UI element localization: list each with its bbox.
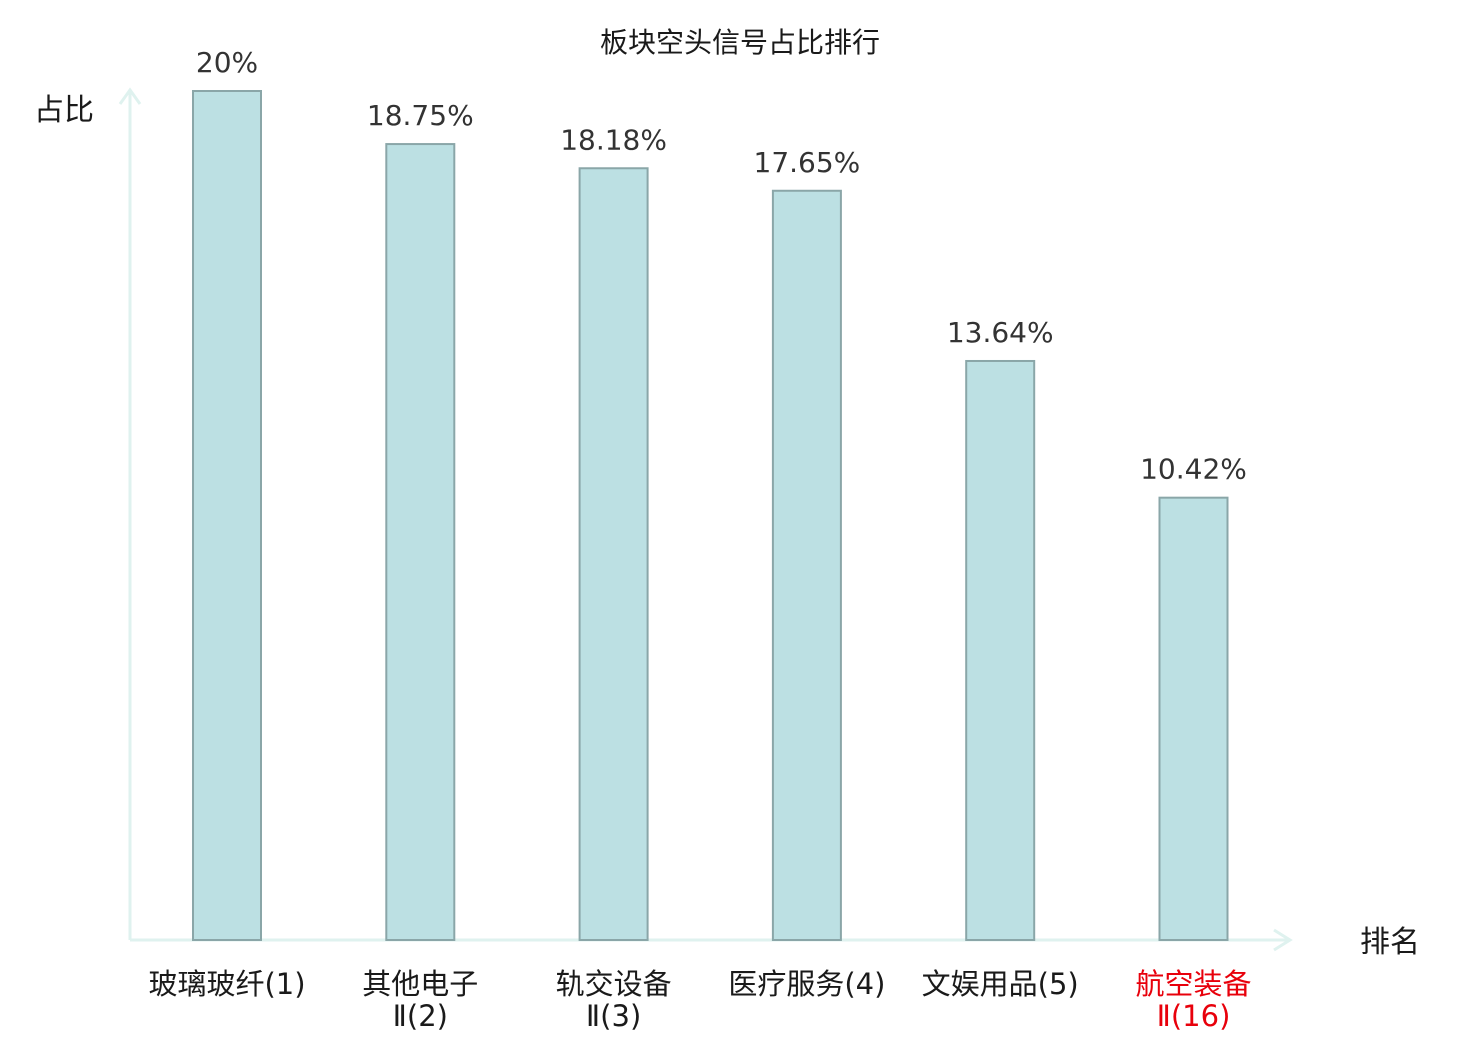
value-label-2: 18.75% (367, 99, 474, 132)
category-label-4: 医疗服务(4) (728, 967, 885, 1001)
category-label-3-line-2: Ⅱ(3) (586, 999, 641, 1033)
value-label-3: 18.18% (560, 123, 667, 156)
bar-1 (192, 90, 262, 941)
category-label-6-line-2: Ⅱ(16) (1157, 999, 1231, 1033)
bar-3 (578, 167, 649, 942)
value-label-4: 17.65% (754, 146, 861, 179)
value-labels-group: 20% 18.75% 18.18% 17.65% 13.64% 10.42% (196, 46, 1247, 486)
value-label-5: 13.64% (947, 316, 1054, 349)
bar-2 (385, 143, 456, 941)
x-axis-label: 排名 (1360, 925, 1420, 960)
chart-title: 板块空头信号占比排行 (600, 26, 880, 59)
y-axis-arrow (118, 87, 142, 105)
value-label-1: 20% (196, 46, 258, 79)
bar-4 (771, 189, 842, 941)
category-label-5: 文娱用品(5) (922, 967, 1079, 1001)
bar-5 (965, 359, 1036, 941)
category-label-2-line-1: 其他电子 (362, 967, 478, 1001)
category-label-6-line-1: 航空装备 (1135, 967, 1251, 1001)
category-label-2-line-2: Ⅱ(2) (393, 999, 448, 1033)
category-label-1: 玻璃玻纤(1) (148, 967, 305, 1001)
x-axis-arrow (1273, 928, 1293, 952)
value-label-6: 10.42% (1140, 453, 1247, 486)
bar-6 (1158, 496, 1229, 941)
y-axis-label: 占比 (34, 93, 94, 128)
category-label-3-line-1: 轨交设备 (556, 967, 672, 1001)
axes (118, 87, 1293, 952)
bars-group (192, 90, 1229, 942)
